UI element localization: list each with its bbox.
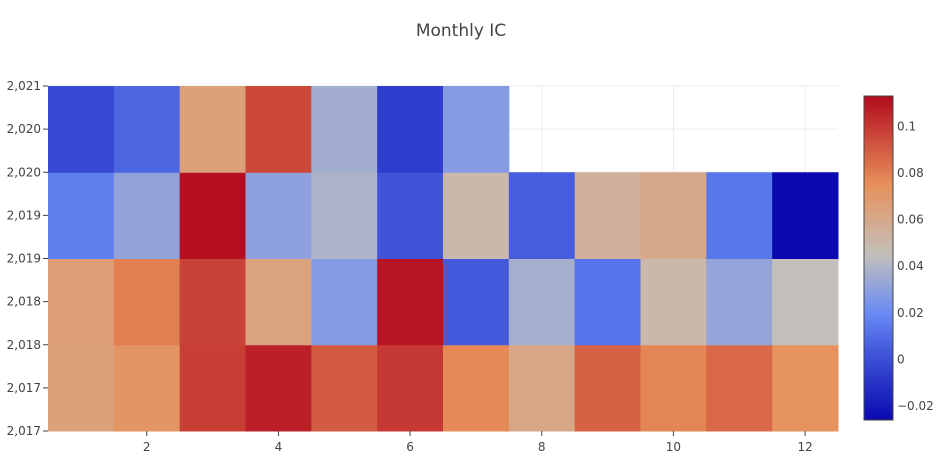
heatmap-cell xyxy=(377,258,444,346)
heatmap-cell xyxy=(508,344,576,432)
heatmap-cell xyxy=(443,344,510,432)
heatmap-cell xyxy=(443,86,510,173)
y-tick-label: 2,018 xyxy=(7,338,41,352)
x-tick-label: 2 xyxy=(143,440,151,454)
y-tick-label: 2,021 xyxy=(7,79,41,93)
heatmap-cell xyxy=(508,258,576,346)
colorbar-tick-label: 0 xyxy=(897,352,905,366)
colorbar-bar xyxy=(863,95,894,421)
heatmap-cell xyxy=(377,344,444,432)
y-tick-label: 2,019 xyxy=(7,252,41,266)
heatmap-cell xyxy=(179,258,246,346)
heatmap-cell xyxy=(179,172,246,259)
colorbar-tick-label: −0.02 xyxy=(897,399,934,413)
heatmap-cell xyxy=(640,344,707,432)
x-axis: 2 4 6 8 10 12 xyxy=(143,431,813,454)
heatmap-cell xyxy=(48,172,115,259)
heatmap-cell xyxy=(48,86,115,173)
heatmap-cell xyxy=(311,344,378,432)
colorbar-tick-label: 0.04 xyxy=(897,259,924,273)
heatmap-cell xyxy=(574,344,641,432)
heatmap-cell xyxy=(772,172,839,259)
heatmap-cell xyxy=(48,258,115,346)
heatmap-cell xyxy=(443,172,510,259)
heatmap-cell xyxy=(179,344,246,432)
heatmap-cells xyxy=(48,86,839,432)
y-axis: 2,017 2,017 2,018 2,018 2,019 2,019 2,020 2,020… xyxy=(7,79,48,438)
heatmap-cell xyxy=(640,172,707,259)
heatmap-cell xyxy=(706,172,773,259)
colorbar-tick-label: 0.08 xyxy=(897,166,924,180)
heatmap-cell xyxy=(245,86,312,173)
heatmap-cell xyxy=(706,258,773,346)
heatmap-cell xyxy=(113,258,181,346)
heatmap-cell xyxy=(772,344,839,432)
y-tick-label: 2,020 xyxy=(7,165,41,179)
x-tick-label: 4 xyxy=(275,440,283,454)
heatmap-cell xyxy=(245,172,312,259)
x-tick-label: 8 xyxy=(538,440,546,454)
x-tick-label: 10 xyxy=(666,440,681,454)
heatmap-cell xyxy=(48,344,115,432)
heatmap-cell xyxy=(113,344,181,432)
colorbar: −0.02 0 0.02 0.04 0.06 0.08 0.1 xyxy=(863,95,934,421)
heatmap-cell xyxy=(245,344,312,432)
heatmap-cell xyxy=(574,258,641,346)
colorbar-tick-label: 0.06 xyxy=(897,213,924,227)
heatmap-cell xyxy=(311,172,378,259)
heatmap-cell xyxy=(311,86,378,173)
heatmap-cell xyxy=(377,172,444,259)
heatmap-cell xyxy=(508,172,576,259)
y-tick-label: 2,019 xyxy=(7,208,41,222)
chart-title: Monthly IC xyxy=(416,21,506,41)
colorbar-tick-label: 0.1 xyxy=(897,119,916,133)
heatmap-cell xyxy=(245,258,312,346)
heatmap-cell xyxy=(706,344,773,432)
colorbar-tick-label: 0.02 xyxy=(897,306,924,320)
y-tick-label: 2,017 xyxy=(7,424,41,438)
heatmap-cell xyxy=(377,86,444,173)
y-tick-label: 2,018 xyxy=(7,295,41,309)
heatmap-cell xyxy=(443,258,510,346)
y-tick-label: 2,020 xyxy=(7,122,41,136)
x-tick-label: 6 xyxy=(406,440,414,454)
heatmap-cell xyxy=(311,258,378,346)
x-tick-label: 12 xyxy=(797,440,812,454)
y-tick-label: 2,017 xyxy=(7,381,41,395)
heatmap-cell xyxy=(640,258,707,346)
heatmap-cell xyxy=(113,86,181,173)
heatmap-cell xyxy=(574,172,641,259)
heatmap-cell xyxy=(772,258,839,346)
heatmap-cell xyxy=(179,86,246,173)
heatmap-cell xyxy=(113,172,181,259)
